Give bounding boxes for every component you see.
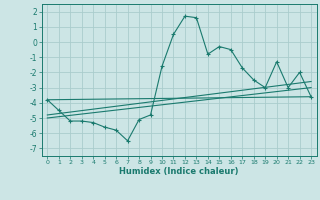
X-axis label: Humidex (Indice chaleur): Humidex (Indice chaleur)	[119, 167, 239, 176]
